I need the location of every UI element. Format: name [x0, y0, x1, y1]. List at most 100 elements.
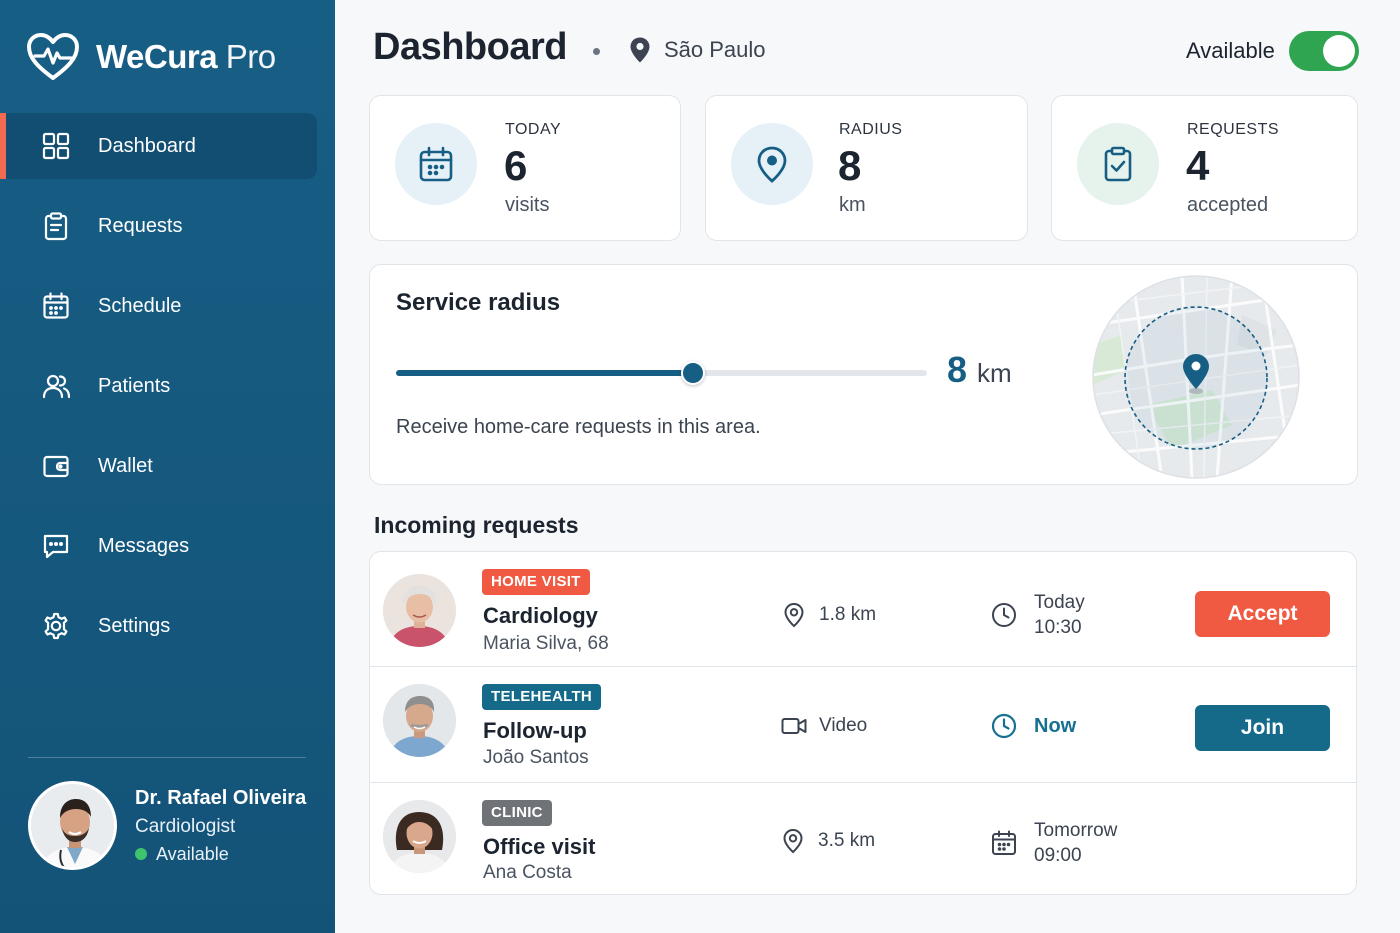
request-row[interactable]: HOME VISIT Cardiology Maria Silva, 68 1.…: [370, 552, 1356, 667]
stat-unit: accepted: [1187, 194, 1269, 216]
location-pin-icon: [784, 602, 804, 628]
sidebar-item-label: Requests: [98, 214, 183, 237]
time-text: Today 10:30: [1034, 592, 1085, 638]
location-pin-icon: [757, 146, 787, 183]
mode-text: Video: [819, 715, 868, 736]
radius-slider[interactable]: [396, 361, 927, 385]
gear-icon: [40, 610, 72, 642]
sidebar-item-label: Schedule: [98, 294, 182, 317]
availability-label: Available: [1186, 38, 1275, 63]
sidebar-item-messages[interactable]: Messages: [0, 513, 335, 579]
app-name: WeCura Pro: [96, 38, 276, 75]
accept-button[interactable]: Accept: [1195, 591, 1330, 637]
patient-name: João Santos: [483, 747, 589, 768]
video-icon: [781, 718, 807, 734]
stat-icon-circle: [731, 123, 813, 205]
patient-name: Maria Silva, 68: [483, 633, 609, 654]
sidebar-item-wallet[interactable]: Wallet: [0, 433, 335, 499]
stat-label: RADIUS: [839, 121, 903, 138]
requests-list: HOME VISIT Cardiology Maria Silva, 68 1.…: [369, 551, 1357, 895]
wallet-icon: [40, 450, 72, 482]
radius-value: 8: [947, 349, 968, 390]
clipboard-check-icon: [1104, 146, 1132, 182]
service-area-map[interactable]: [1092, 275, 1300, 479]
sidebar-item-schedule[interactable]: Schedule: [0, 273, 335, 339]
profile-info: Dr. Rafael Oliveira Cardiologist Availab…: [135, 787, 306, 865]
request-distance: 3.5 km: [780, 828, 875, 854]
sidebar-item-settings[interactable]: Settings: [0, 593, 335, 659]
sidebar-item-label: Dashboard: [98, 134, 196, 157]
radius-description: Receive home-care requests in this area.: [396, 416, 761, 438]
sidebar-item-requests[interactable]: Requests: [0, 193, 335, 259]
avatar: [28, 781, 117, 870]
stat-value: 4: [1186, 142, 1210, 189]
calendar-icon: [40, 290, 72, 322]
calendar-icon: [992, 830, 1016, 855]
patient-name: Ana Costa: [483, 862, 572, 883]
stat-label: REQUESTS: [1187, 121, 1280, 138]
sidebar: WeCura Pro Dashboard Requests Schedule P…: [0, 0, 335, 933]
location-selector[interactable]: São Paulo: [628, 36, 766, 64]
stat-unit: km: [839, 194, 866, 216]
slider-fill: [396, 370, 694, 376]
location-pin-icon: [630, 37, 650, 63]
distance-text: 1.8 km: [819, 604, 877, 625]
time-text: Now: [1034, 714, 1077, 737]
service-radius-card: Service radius 8 km Receive home-care re…: [369, 264, 1358, 485]
profile-name: Dr. Rafael Oliveira: [135, 786, 307, 809]
status-text: Available: [156, 843, 229, 864]
request-time: Today 10:30: [990, 590, 1085, 640]
sidebar-divider: [28, 757, 306, 758]
separator-dot: [593, 48, 600, 55]
profile-role: Cardiologist: [135, 815, 236, 837]
request-time: Tomorrow 09:00: [990, 818, 1117, 868]
radius-readout: 8 km: [947, 349, 1012, 391]
stat-icon-circle: [395, 123, 477, 205]
radius-unit: km: [977, 358, 1012, 388]
request-type-badge: TELEHEALTH: [482, 684, 602, 710]
location-text: São Paulo: [664, 37, 766, 62]
stat-card-requests: REQUESTS 4 accepted: [1051, 95, 1358, 241]
user-profile[interactable]: Dr. Rafael Oliveira Cardiologist Availab…: [28, 781, 306, 870]
slider-handle[interactable]: [681, 361, 706, 385]
brand[interactable]: WeCura Pro: [26, 32, 276, 82]
request-row[interactable]: CLINIC Office visit Ana Costa 3.5 km Tom…: [370, 783, 1356, 894]
location-pin-icon: [783, 828, 803, 854]
request-specialty: Cardiology: [483, 603, 598, 628]
request-type-badge: CLINIC: [482, 800, 552, 826]
stat-card-today: TODAY 6 visits: [369, 95, 681, 241]
sidebar-item-label: Patients: [98, 374, 171, 397]
request-specialty: Office visit: [483, 834, 596, 859]
request-specialty: Follow-up: [483, 718, 587, 743]
clock-icon: [992, 603, 1016, 627]
join-button[interactable]: Join: [1195, 705, 1330, 751]
page-title: Dashboard: [373, 26, 567, 68]
sidebar-nav: Dashboard Requests Schedule Patients Wal…: [0, 113, 335, 673]
stat-label: TODAY: [505, 121, 562, 138]
request-mode: Video: [781, 713, 867, 739]
stat-value: 6: [504, 142, 528, 189]
stat-icon-circle: [1077, 123, 1159, 205]
request-row[interactable]: TELEHEALTH Follow-up João Santos Video N…: [370, 667, 1356, 783]
status-indicator: Available: [135, 844, 306, 865]
stat-unit: visits: [505, 194, 550, 216]
status-dot-icon: [135, 848, 147, 860]
request-time: Now: [990, 712, 1076, 740]
message-icon: [40, 530, 72, 562]
distance-text: 3.5 km: [818, 830, 876, 851]
toggle-knob: [1323, 35, 1355, 67]
patient-avatar: [383, 684, 456, 757]
stat-value: 8: [838, 142, 862, 189]
stat-card-radius: RADIUS 8 km: [705, 95, 1028, 241]
sidebar-item-patients[interactable]: Patients: [0, 353, 335, 419]
sidebar-item-label: Wallet: [98, 454, 153, 477]
sidebar-item-label: Settings: [98, 614, 171, 637]
section-title: Service radius: [396, 289, 561, 316]
heart-pulse-logo-icon: [27, 33, 79, 80]
sidebar-item-dashboard[interactable]: Dashboard: [0, 113, 317, 179]
availability-toggle[interactable]: [1289, 31, 1359, 71]
grid-icon: [40, 130, 72, 162]
request-type-badge: HOME VISIT: [482, 569, 590, 595]
request-distance: 1.8 km: [781, 602, 876, 628]
section-title: Incoming requests: [374, 512, 579, 538]
